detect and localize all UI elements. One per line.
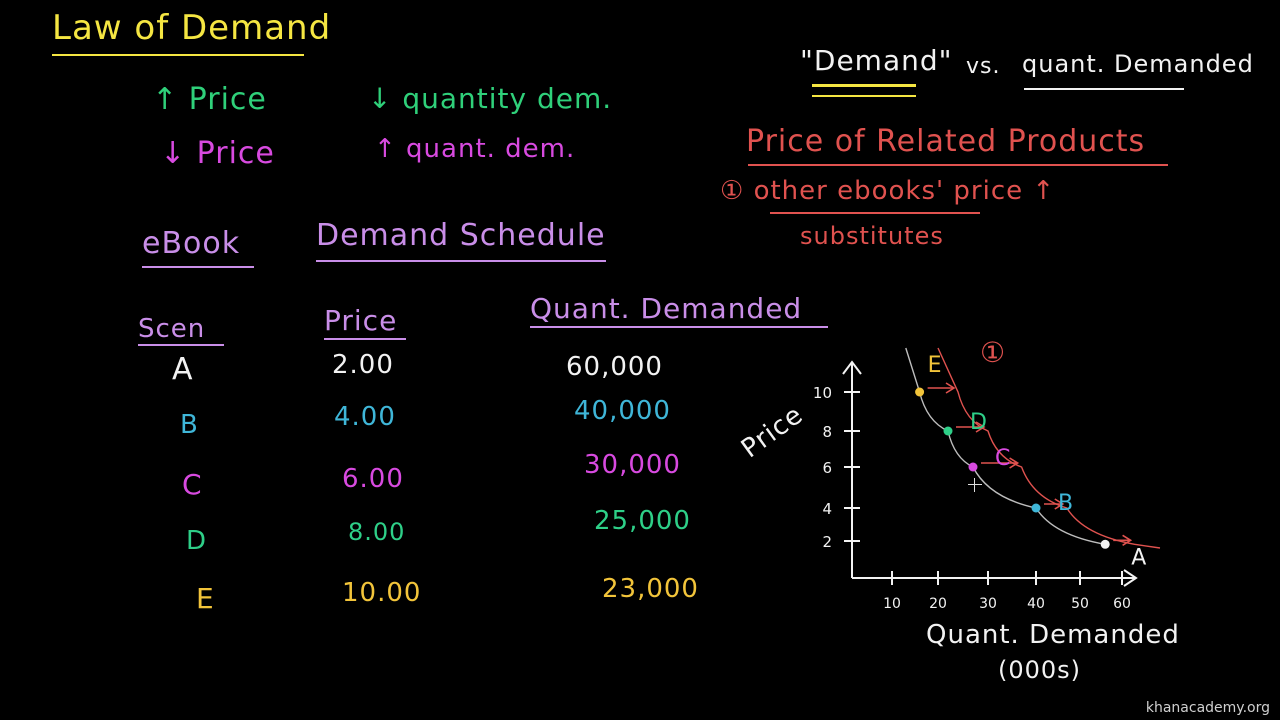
schedule-title-left: eBook <box>142 226 241 261</box>
shift-arrowhead-d <box>975 421 986 433</box>
y-tick-label: 4 <box>822 500 832 518</box>
x-axis-units: (000s) <box>998 656 1082 684</box>
original-demand-curve <box>905 347 1106 545</box>
row-d-qty: 25,000 <box>594 506 691 536</box>
schedule-title-right: Demand Schedule <box>316 218 606 253</box>
shift-arrowhead-c <box>1009 457 1020 469</box>
chart-axes <box>842 360 1138 587</box>
x-axis-arrow <box>1123 569 1138 587</box>
vs-label: vs. <box>966 54 1001 79</box>
substitutes-label: substitutes <box>800 222 944 250</box>
y-tick-label: 6 <box>822 459 832 477</box>
point-label-b: B <box>1058 491 1073 516</box>
row-b-scen: B <box>180 410 199 440</box>
row-a-scen: A <box>172 352 194 387</box>
quant-demanded-note: quant. Demanded <box>1022 50 1254 78</box>
demand-point-a <box>1100 539 1110 549</box>
x-tick-label: 20 <box>929 596 947 612</box>
shift-arrowhead-e <box>945 382 956 394</box>
header-price: Price <box>324 304 398 337</box>
demand-point-e <box>915 387 925 397</box>
row-c-scen: C <box>182 468 203 501</box>
x-tick-label: 30 <box>979 596 997 612</box>
title-underline <box>52 54 304 56</box>
row-e-qty: 23,000 <box>602 574 699 604</box>
row-e-price: 10.00 <box>342 578 422 608</box>
demand-underline-2 <box>812 95 916 97</box>
related-item-1: ① other ebooks' price ↑ <box>720 176 1056 206</box>
header-price-underline <box>324 338 406 340</box>
row-c-price: 6.00 <box>342 464 404 494</box>
watermark: khanacademy.org <box>1145 700 1270 716</box>
related-item-underline <box>770 212 980 214</box>
demand-label: "Demand" <box>800 44 953 77</box>
x-tick-label: 50 <box>1071 596 1089 612</box>
demand-point-b <box>1031 503 1041 513</box>
header-scen: Scen <box>138 314 206 344</box>
y-tick-label: 8 <box>822 423 832 441</box>
y-axis-title: Price <box>736 399 810 465</box>
cursor-crosshair <box>968 478 982 492</box>
ebook-underline <box>142 266 254 268</box>
row-b-price: 4.00 <box>334 402 396 432</box>
law-row1-left: ↑ Price <box>152 82 267 117</box>
demand-point-c <box>968 462 978 472</box>
point-label-a: A <box>1131 545 1146 570</box>
chart-marks <box>915 382 1133 549</box>
quant-note-underline <box>1024 88 1184 90</box>
row-c-qty: 30,000 <box>584 450 681 480</box>
page-title: Law of Demand <box>52 8 332 48</box>
x-tick-label: 60 <box>1113 596 1131 612</box>
x-tick-label: 40 <box>1027 596 1045 612</box>
y-tick-label: 10 <box>813 384 832 402</box>
law-row2-right: ↑ quant. dem. <box>374 134 576 164</box>
point-label-d: D <box>970 410 987 435</box>
x-axis-title: Quant. Demanded <box>926 620 1180 650</box>
law-row1-right: ↓ quantity dem. <box>368 82 613 115</box>
point-label-e: E <box>928 353 942 378</box>
row-a-qty: 60,000 <box>566 352 663 382</box>
demand-point-d <box>943 426 953 436</box>
shift-arrowhead-a <box>1122 534 1133 546</box>
row-e-scen: E <box>196 582 215 615</box>
demand-underline <box>812 84 916 87</box>
row-d-scen: D <box>186 526 208 556</box>
schedule-underline <box>316 260 606 262</box>
shifted-demand-curve <box>937 347 1161 549</box>
y-axis-arrow <box>842 360 862 375</box>
header-qty: Quant. Demanded <box>530 292 803 325</box>
point-label-c: C <box>995 446 1010 471</box>
law-row2-left: ↓ Price <box>160 136 275 171</box>
shift-label: ① <box>980 336 1007 369</box>
header-qty-underline <box>530 326 828 328</box>
y-tick-label: 2 <box>822 533 832 551</box>
row-d-price: 8.00 <box>348 518 406 546</box>
row-b-qty: 40,000 <box>574 396 671 426</box>
related-underline <box>748 164 1168 166</box>
header-scen-underline <box>138 344 224 346</box>
chart-curves <box>905 347 1161 549</box>
x-tick-label: 10 <box>883 596 901 612</box>
row-a-price: 2.00 <box>332 350 394 380</box>
shift-arrowhead-b <box>1054 498 1065 510</box>
related-heading: Price of Related Products <box>746 124 1146 159</box>
